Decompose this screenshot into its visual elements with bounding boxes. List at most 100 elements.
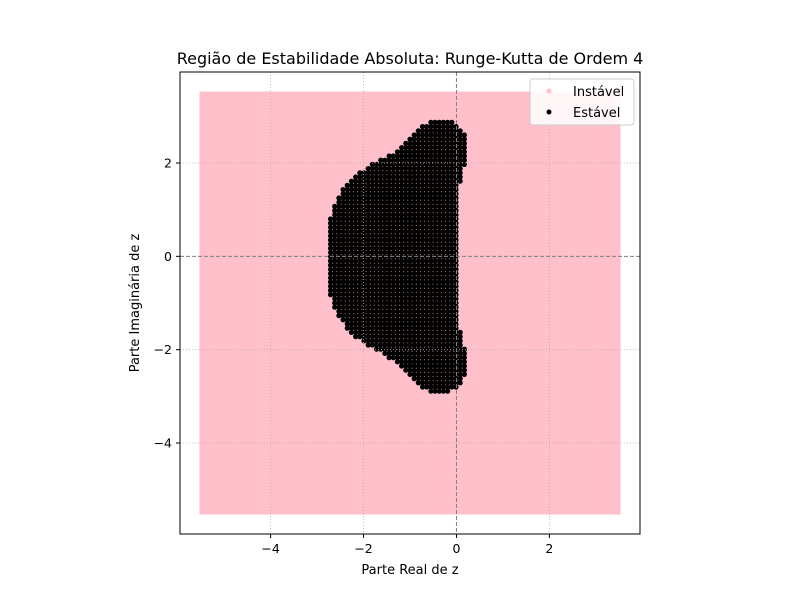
stable-point	[445, 266, 451, 272]
stable-point	[336, 266, 342, 272]
stable-point	[369, 292, 375, 298]
stable-point	[394, 304, 401, 310]
stable-point	[353, 258, 359, 264]
stable-point	[436, 250, 442, 256]
stable-point	[327, 224, 334, 230]
stable-point	[428, 182, 434, 188]
stable-point	[415, 308, 421, 314]
stable-point	[382, 271, 388, 277]
stable-point	[357, 275, 363, 281]
stable-point	[336, 300, 342, 306]
stable-point	[445, 153, 451, 159]
stable-point	[424, 216, 430, 222]
stable-point	[336, 271, 342, 277]
stable-point	[449, 132, 455, 138]
stable-point	[445, 174, 451, 180]
stable-point	[432, 161, 438, 167]
stable-point	[382, 187, 388, 193]
stable-point	[357, 258, 363, 264]
stable-point	[382, 157, 388, 163]
stable-point	[386, 166, 392, 172]
stable-point	[445, 149, 451, 155]
stable-point	[382, 224, 388, 230]
stable-point	[419, 174, 426, 180]
stable-point	[399, 250, 405, 256]
stable-point	[449, 124, 455, 130]
stable-point	[399, 338, 405, 344]
stable-point	[344, 216, 350, 222]
stable-point	[386, 279, 392, 285]
legend-marker-estavel	[546, 109, 552, 115]
stable-point	[344, 279, 350, 285]
stable-point	[415, 182, 421, 188]
stable-point	[369, 178, 375, 184]
stable-point	[424, 187, 430, 193]
stable-point	[428, 233, 434, 239]
stable-point	[390, 178, 396, 184]
stable-point	[440, 363, 447, 369]
stable-point	[369, 191, 375, 197]
stable-point	[445, 199, 451, 205]
stable-point	[399, 182, 405, 188]
stable-point	[407, 229, 413, 235]
stable-point	[407, 250, 413, 256]
stable-point	[453, 283, 459, 289]
stable-point	[353, 300, 359, 306]
stable-point	[390, 350, 396, 356]
stable-point	[440, 371, 447, 377]
stable-point	[419, 145, 426, 151]
stable-point	[361, 296, 367, 302]
stable-point	[411, 250, 417, 256]
stable-point	[378, 266, 384, 272]
stable-point	[332, 237, 338, 243]
y-tick-label-3: 2	[164, 156, 172, 171]
stable-point	[432, 317, 438, 323]
stable-point	[415, 136, 421, 142]
stable-point	[445, 237, 451, 243]
stable-point	[457, 161, 463, 167]
stable-point	[340, 258, 346, 264]
stable-point	[399, 216, 405, 222]
stable-point	[407, 359, 413, 365]
stable-point	[361, 262, 367, 268]
stable-point	[386, 287, 392, 293]
stable-point	[415, 178, 421, 184]
stable-point	[432, 292, 438, 298]
stable-point	[424, 338, 430, 344]
stable-point	[415, 367, 421, 373]
stable-point	[419, 271, 426, 277]
stable-point	[449, 296, 455, 302]
stable-point	[428, 271, 434, 277]
stable-point	[424, 367, 430, 373]
stable-point	[432, 140, 438, 146]
stable-point	[419, 371, 426, 377]
stable-point	[449, 283, 455, 289]
stable-point	[436, 283, 442, 289]
stable-point	[436, 187, 442, 193]
stable-point	[428, 203, 434, 209]
stable-point	[399, 208, 405, 214]
stable-point	[382, 166, 388, 172]
stable-point	[440, 195, 447, 201]
stable-point	[457, 359, 463, 365]
stable-point	[407, 195, 413, 201]
stable-point	[403, 233, 409, 239]
stable-point	[361, 271, 367, 277]
stable-point	[407, 220, 413, 226]
stable-point	[373, 300, 380, 306]
stable-point	[361, 287, 367, 293]
stable-point	[353, 262, 359, 268]
stable-point	[403, 313, 409, 319]
stable-point	[403, 262, 409, 268]
stable-point	[332, 304, 338, 310]
stable-point	[424, 250, 430, 256]
stable-point	[357, 262, 363, 268]
stable-point	[445, 384, 451, 390]
stable-point	[399, 224, 405, 230]
stable-point	[382, 313, 388, 319]
stable-point	[449, 279, 455, 285]
stable-point	[424, 300, 430, 306]
stable-point	[386, 245, 392, 251]
stable-point	[449, 178, 455, 184]
stable-point	[453, 140, 459, 146]
